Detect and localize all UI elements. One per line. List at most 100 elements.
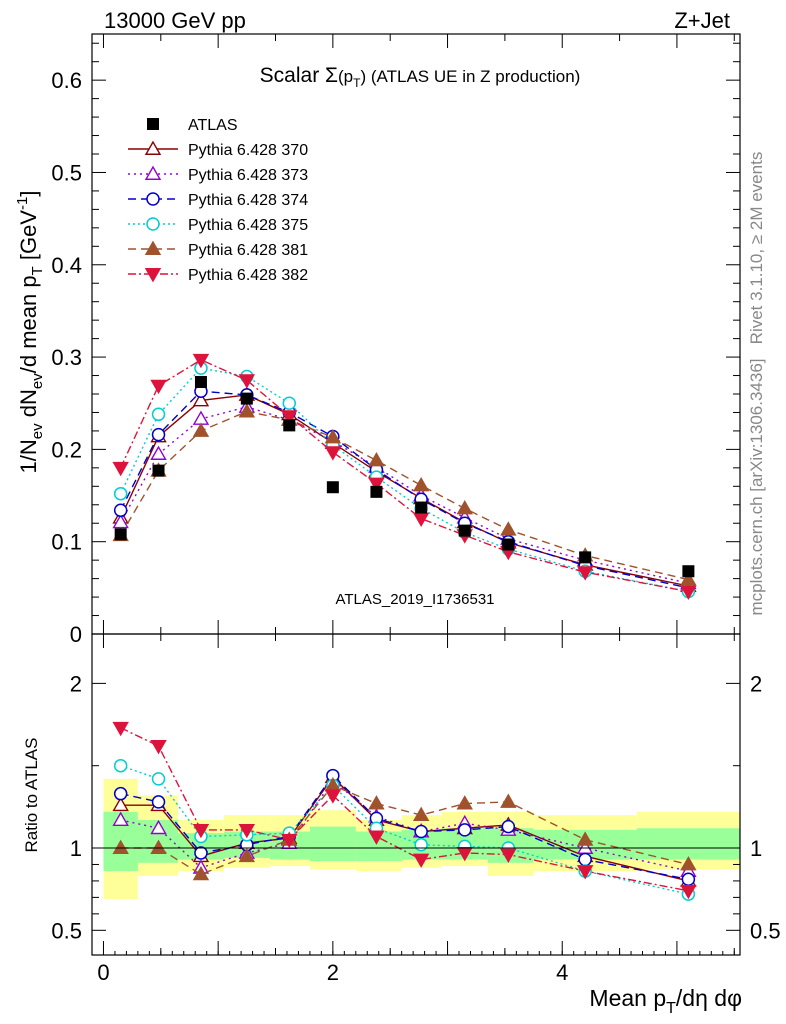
ratio-point	[456, 795, 473, 810]
legend-marker-4	[144, 240, 162, 255]
atlas-data-point	[283, 419, 296, 432]
ratio-line-5	[120, 727, 689, 892]
legend-marker-atlas	[147, 118, 159, 130]
series-point	[192, 422, 210, 437]
ratio-point	[112, 796, 129, 812]
y-tick-label: 0.1	[51, 530, 82, 555]
series-line-4	[120, 410, 689, 581]
ratio-tick-label-right: 0.5	[750, 918, 781, 943]
ratio-point	[281, 833, 298, 849]
ratio-point	[576, 865, 594, 880]
ratio-point	[457, 823, 472, 837]
ratio-tick-label: 0.5	[51, 918, 82, 943]
legend-marker-3	[146, 217, 160, 231]
ratio-point	[324, 789, 342, 804]
ratio-point	[151, 772, 166, 786]
series-point	[576, 566, 594, 581]
ratio-point	[238, 823, 256, 839]
series-point	[412, 476, 430, 492]
ratio-line-4	[120, 784, 689, 876]
ratio-point	[501, 819, 516, 834]
series-point	[324, 428, 342, 444]
series-point	[680, 571, 697, 586]
ratio-line-3	[120, 765, 689, 895]
ratio-point	[150, 739, 167, 755]
series-point	[456, 500, 473, 515]
series-point	[368, 477, 385, 492]
y-tick-label: 0.4	[51, 253, 82, 278]
atlas-data-point	[194, 376, 207, 388]
series-point	[412, 512, 430, 528]
x-axis-label: Mean pT/dη dφ	[589, 985, 742, 1017]
ratio-y-axis-label: Ratio to ATLAS	[22, 738, 41, 853]
inner-band-segment	[636, 828, 740, 860]
series-line-3	[120, 367, 689, 593]
y-tick-label: 0	[70, 622, 82, 647]
series-point	[500, 521, 517, 536]
x-tick-label: 2	[327, 960, 339, 985]
legend-label-4: Pythia 6.428 381	[188, 242, 308, 259]
ratio-point	[238, 847, 256, 863]
y-tick-label: 0.2	[51, 437, 82, 462]
series-point	[282, 396, 297, 410]
series-line-0	[120, 394, 689, 587]
ratio-point	[412, 853, 430, 868]
ratio-point	[368, 830, 385, 845]
ratio-point	[578, 852, 592, 867]
legend-label-5: Pythia 6.428 382	[188, 267, 308, 284]
series-point	[150, 379, 167, 395]
ratio-point	[368, 795, 385, 810]
ratio-tick-label: 1	[70, 836, 82, 861]
legend-marker-5	[144, 268, 162, 283]
mcplots-label: mcplots.cern.ch [arXiv:1306.3436]	[747, 358, 766, 615]
ratio-point	[680, 856, 697, 871]
y-tick-label: 0.5	[51, 160, 82, 185]
y-axis-label: 1/Nev dNev/d mean pT [GeV-1]	[14, 191, 46, 474]
ratio-tick-label-right: 1	[750, 836, 762, 861]
y-tick-label: 0.6	[51, 68, 82, 93]
series-point	[281, 410, 298, 425]
ratio-point	[192, 865, 210, 881]
series-point	[192, 392, 210, 407]
series-point	[368, 452, 385, 467]
legend-marker-2	[146, 192, 160, 206]
series-point	[151, 407, 166, 422]
legend-label-1: Pythia 6.428 373	[188, 167, 308, 184]
header-right-label: Z+Jet	[674, 8, 730, 33]
series-line-5	[120, 359, 689, 593]
atlas-data-point	[458, 524, 471, 537]
ratio-plot-series	[112, 721, 697, 901]
ratio-point	[150, 819, 167, 835]
axis-ticks: 0 2 4 0 0.1 0.2 0.3 0.4 0.5 0.6 0.5 0.5 1 1 2 2	[51, 34, 781, 985]
x-tick-label: 4	[556, 960, 568, 985]
atlas-data-point	[370, 485, 383, 498]
series-point	[113, 486, 128, 501]
ratio-point	[414, 824, 428, 839]
series-point	[112, 461, 129, 477]
ratio-point	[112, 721, 129, 737]
series-point	[113, 503, 128, 518]
legend-marker-0	[144, 140, 162, 155]
series-point	[238, 374, 256, 389]
series-line-2	[120, 390, 689, 589]
ratio-point	[680, 884, 697, 900]
ratio-tick-label: 2	[70, 671, 82, 696]
ratio-point	[414, 837, 428, 852]
series-point	[680, 585, 697, 600]
ratio-point	[113, 758, 128, 773]
y-tick-label: 0.3	[51, 345, 82, 370]
atlas-data-point	[326, 481, 339, 494]
ratio-point	[412, 806, 430, 822]
series-point	[192, 353, 210, 369]
atlas-data-point	[682, 565, 695, 578]
series-point	[150, 445, 167, 460]
atlas-data-point	[152, 464, 165, 477]
atlas-data-point	[579, 551, 592, 564]
atlas-data-point	[114, 528, 127, 541]
ratio-tick-label-right: 2	[750, 671, 762, 696]
ratio-line-2	[120, 774, 689, 880]
series-point	[324, 446, 342, 461]
ratio-point	[192, 823, 210, 839]
ratio-point	[112, 839, 129, 854]
